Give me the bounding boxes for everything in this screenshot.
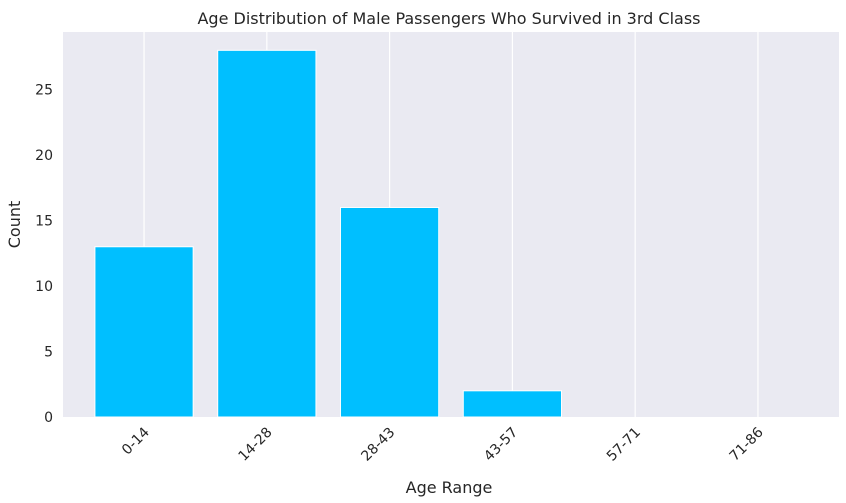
x-tick-label: 71-86 bbox=[727, 424, 767, 464]
y-tick-label: 5 bbox=[44, 345, 53, 361]
x-tick-label: 14-28 bbox=[236, 425, 276, 465]
y-tick-label: 15 bbox=[35, 214, 53, 230]
bar-0-14 bbox=[94, 246, 194, 418]
bar-14-28 bbox=[217, 49, 317, 418]
x-tick-label: 43-57 bbox=[481, 425, 521, 465]
x-axis-ticks: 0-14 14-28 28-43 43-57 57-71 71-86 bbox=[119, 424, 767, 464]
x-tick-label: 0-14 bbox=[119, 424, 153, 458]
y-axis-ticks: 0 5 10 15 20 25 bbox=[35, 83, 53, 426]
y-axis-title: Count bbox=[5, 201, 24, 249]
bar-28-43 bbox=[339, 206, 440, 418]
x-tick-label: 57-71 bbox=[604, 425, 644, 465]
x-tick-label: 28-43 bbox=[358, 425, 398, 465]
bar-43-57 bbox=[462, 390, 563, 418]
x-axis-title: Age Range bbox=[406, 478, 493, 497]
y-tick-label: 0 bbox=[44, 410, 53, 426]
chart-title: Age Distribution of Male Passengers Who … bbox=[197, 9, 700, 28]
y-tick-label: 10 bbox=[35, 279, 53, 295]
y-tick-label: 20 bbox=[35, 148, 53, 164]
bars bbox=[94, 49, 563, 418]
y-tick-label: 25 bbox=[35, 83, 53, 99]
